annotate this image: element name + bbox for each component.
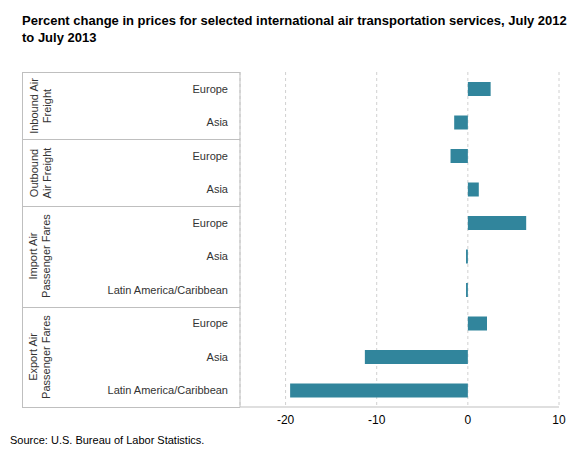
svg-text:Europe: Europe	[193, 83, 228, 95]
svg-text:Europe: Europe	[193, 317, 228, 329]
svg-text:Asia: Asia	[207, 250, 229, 262]
svg-text:Asia: Asia	[207, 351, 229, 363]
html-text:Export Air Passenger Fares: Export Air Passenger Fares	[27, 314, 52, 399]
svg-text:Europe: Europe	[193, 217, 228, 229]
html-text:Percent change in prices for s: Percent change in prices for selected in…	[22, 13, 567, 45]
svg-text:-20: -20	[277, 413, 295, 427]
svg-text:Latin America/Caribbean: Latin America/Caribbean	[108, 284, 228, 296]
svg-text:0: 0	[465, 413, 472, 427]
svg-text:Europe: Europe	[193, 150, 228, 162]
svg-text:Asia: Asia	[207, 183, 229, 195]
html-text:Source: U.S. Bureau of Labor S: Source: U.S. Bureau of Labor Statistics.	[10, 434, 205, 446]
svg-text:Asia: Asia	[207, 116, 229, 128]
html-text:Import Air Passenger Fares: Import Air Passenger Fares	[27, 214, 52, 299]
svg-text:-10: -10	[368, 413, 386, 427]
html-text:Outbound Air Freight: Outbound Air Freight	[27, 147, 52, 198]
svg-text:Latin America/Caribbean: Latin America/Caribbean	[108, 384, 228, 396]
html-text:Inbound Air Freight: Inbound Air Freight	[27, 77, 52, 134]
svg-text:10: 10	[552, 413, 566, 427]
